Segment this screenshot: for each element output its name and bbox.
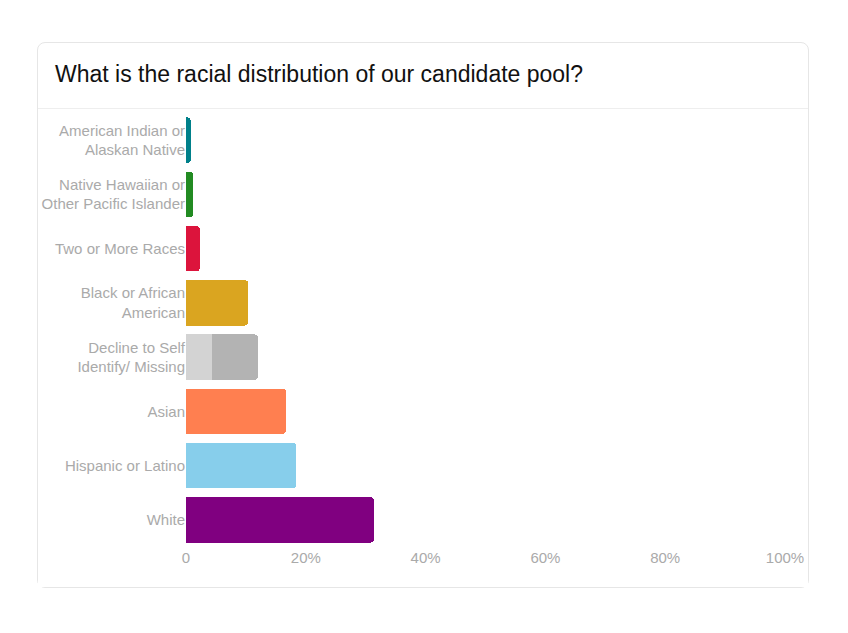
svg-text:American Indian orAlaskan Nati: American Indian orAlaskan Native xyxy=(59,122,185,159)
svg-text:Hispanic or Latino: Hispanic or Latino xyxy=(65,457,185,474)
svg-text:Two or More Races: Two or More Races xyxy=(55,240,185,257)
svg-text:20%: 20% xyxy=(291,549,321,566)
svg-text:40%: 40% xyxy=(411,549,441,566)
svg-text:80%: 80% xyxy=(650,549,680,566)
html-text:What is the racial distributio: What is the racial distribution of our c… xyxy=(55,61,583,87)
svg-text:Decline to SelfIdentify/ Missi: Decline to SelfIdentify/ Missing xyxy=(77,339,185,376)
svg-text:0: 0 xyxy=(182,549,190,566)
svg-text:60%: 60% xyxy=(530,549,560,566)
svg-text:100%: 100% xyxy=(766,549,804,566)
svg-text:Native Hawaiian orOther Pacifi: Native Hawaiian orOther Pacific Islander xyxy=(42,176,185,213)
svg-text:Black or AfricanAmerican: Black or AfricanAmerican xyxy=(81,284,185,321)
svg-text:White: White xyxy=(147,511,185,528)
svg-text:Asian: Asian xyxy=(147,403,185,420)
